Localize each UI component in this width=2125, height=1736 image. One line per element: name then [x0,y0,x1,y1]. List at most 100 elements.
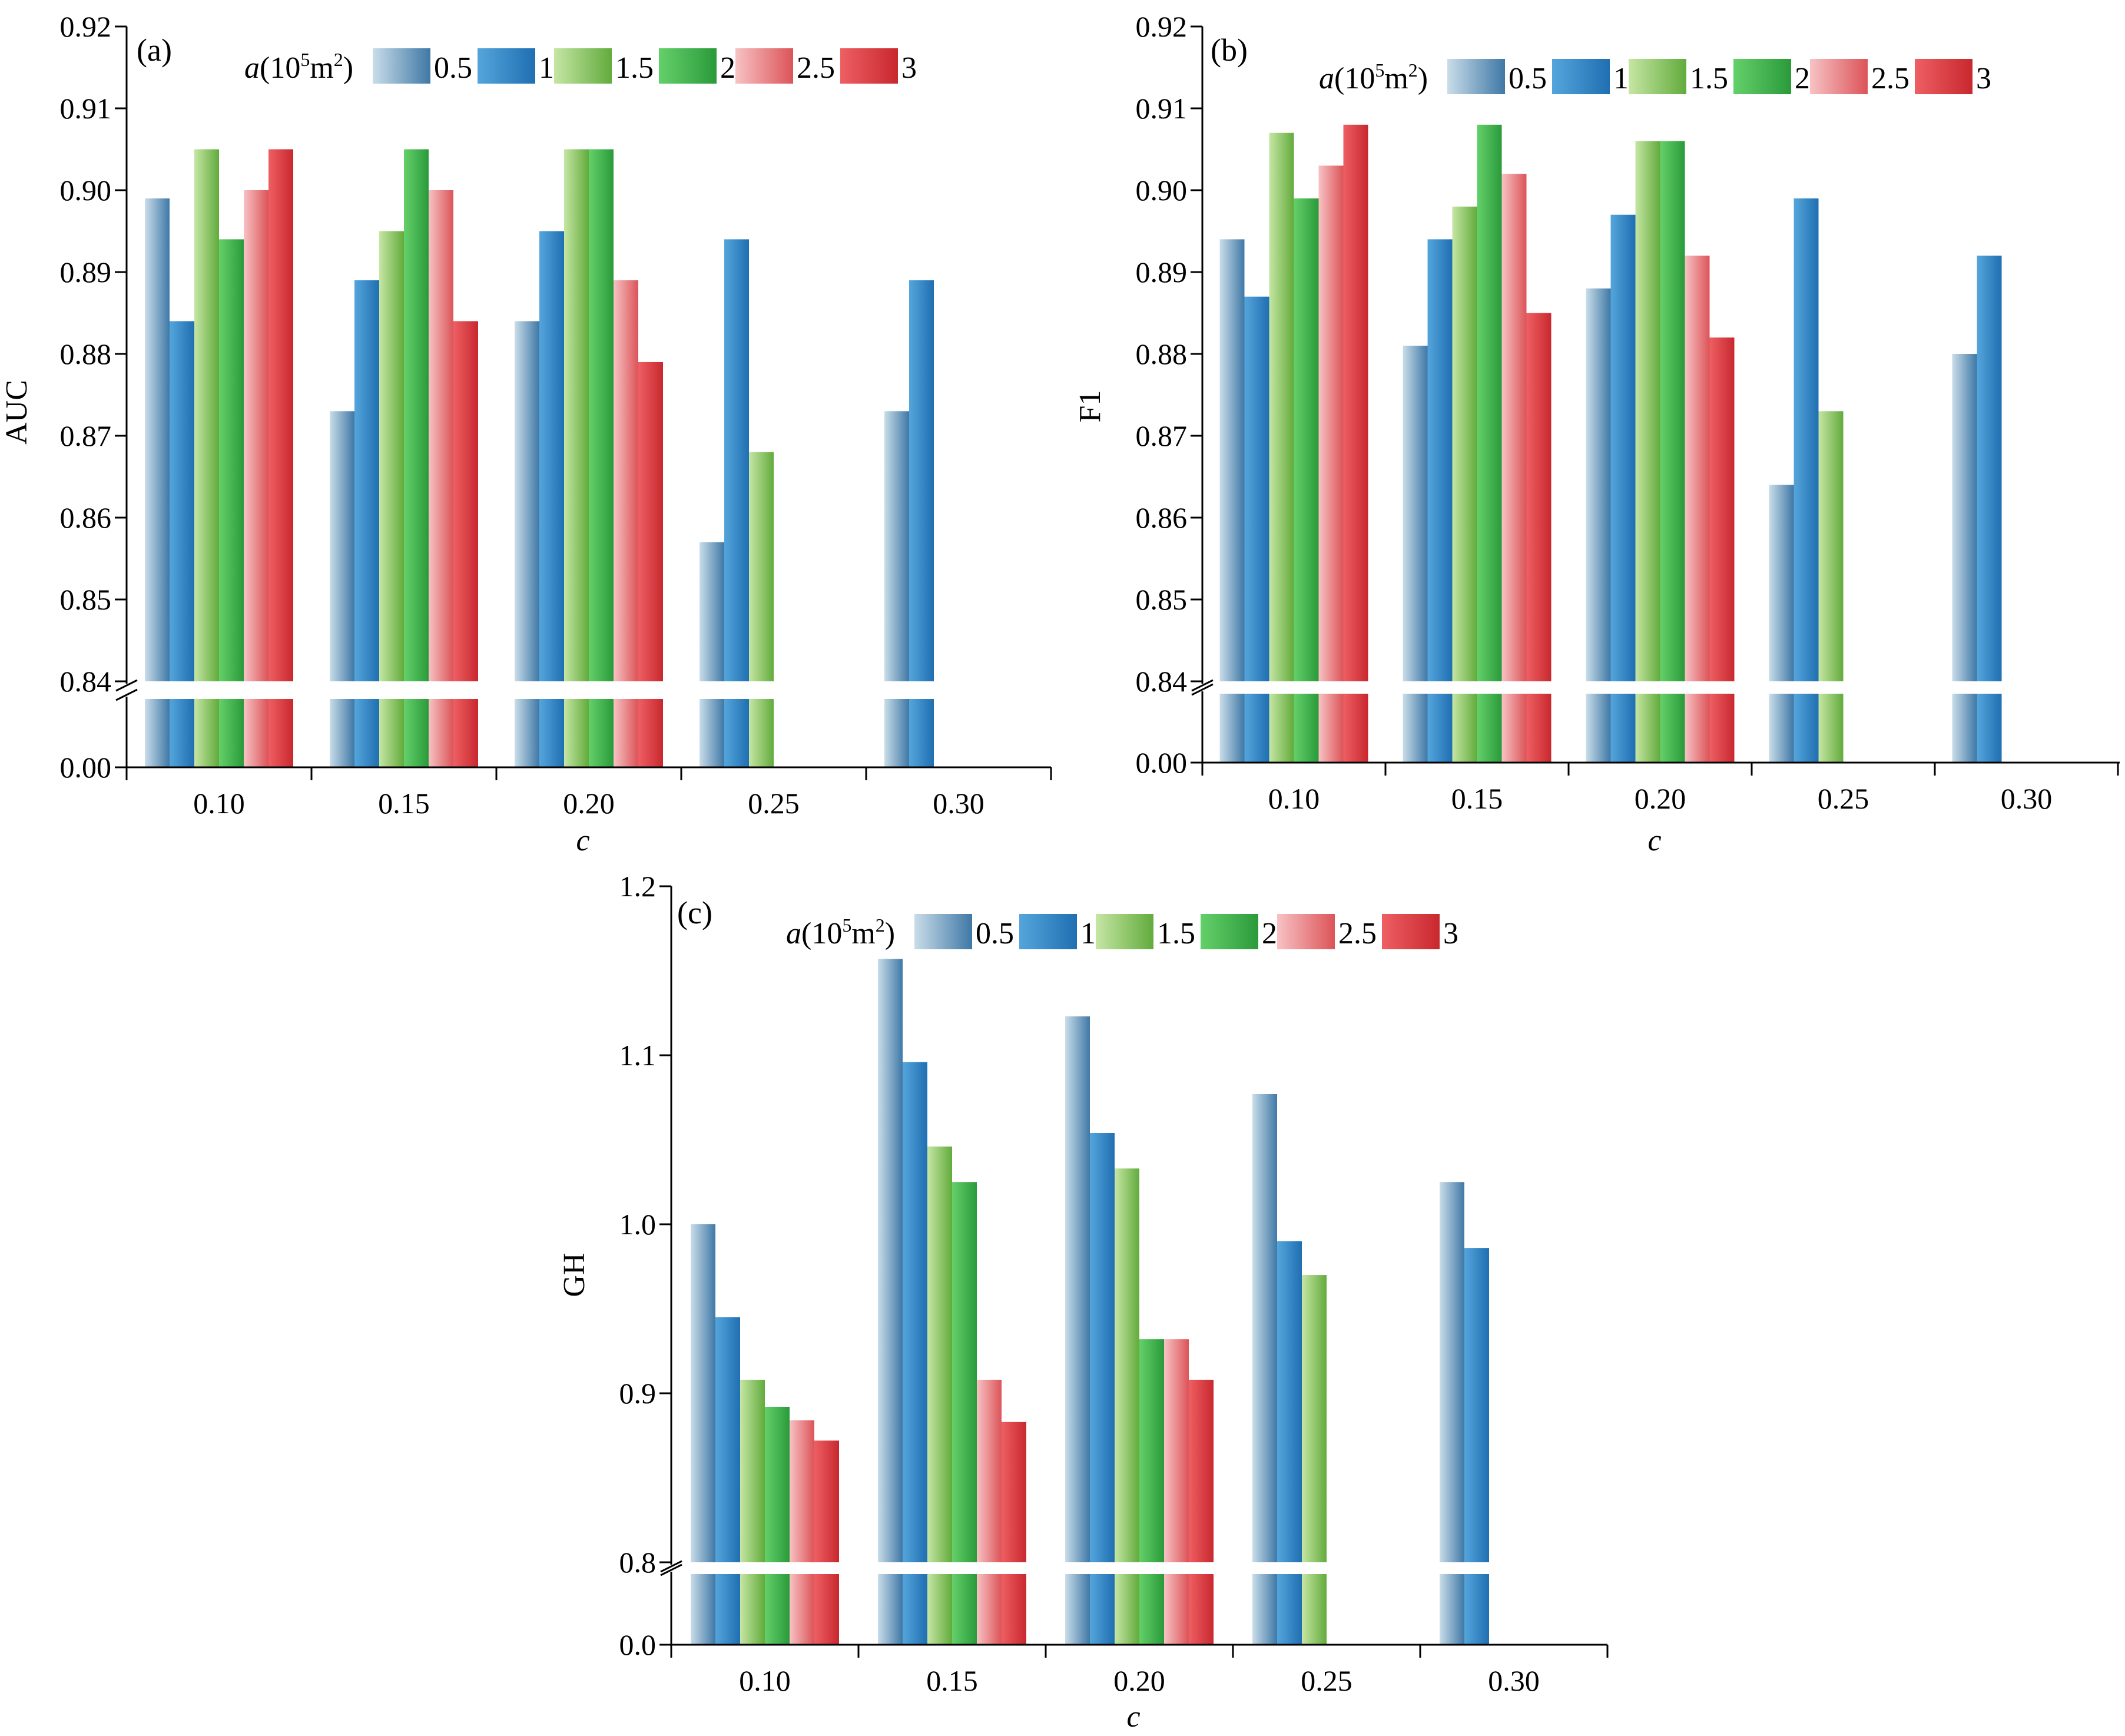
bar-lower-b-0.25-a1.5 [1818,694,1844,763]
y-tick-label: 0.84 [1136,665,1188,698]
y-tick-label: 0.0 [619,1628,657,1661]
legend-title: a(105m2) [1319,59,1428,95]
y-tick-label: 0.86 [60,501,112,534]
bar-a-0.15-a1.5 [379,231,404,681]
axis-break-mark [1191,679,1214,692]
bar-lower-a-0.20-a1.5 [564,699,589,767]
bar-lower-c-0.20-a1.5 [1115,1574,1139,1645]
bar-lower-a-0.10-a1 [170,699,194,767]
legend-label: 2.5 [797,51,835,85]
y-tick-label: 0.00 [1136,746,1188,779]
y-tick-label: 0.87 [60,419,112,452]
bar-b-0.15-a1 [1427,239,1453,681]
bar-lower-a-0.30-a0.5 [884,699,909,767]
bar-b-0.10-a2 [1294,198,1319,681]
y-axis-title: GH [558,1253,591,1297]
bar-c-0.25-a1 [1277,1241,1302,1562]
bar-a-0.15-a0.5 [330,411,354,681]
bar-b-0.10-a1 [1244,296,1269,681]
bar-b-0.15-a0.5 [1403,346,1428,681]
bar-lower-c-0.10-a2 [765,1574,790,1645]
legend-label: 0.5 [434,51,472,85]
x-tick-label: 0.10 [739,1664,791,1697]
bar-a-0.20-a1.5 [564,149,589,681]
bar-c-0.20-a2 [1139,1339,1164,1562]
x-tick-label: 0.15 [1451,782,1503,815]
bar-lower-b-0.20-a1 [1610,694,1636,763]
x-tick-label: 0.30 [2001,782,2053,815]
bar-c-0.15-a0.5 [878,959,903,1562]
bar-c-0.15-a1 [903,1062,927,1562]
bar-a-0.30-a1 [909,280,934,681]
bar-lower-b-0.10-a3 [1343,694,1368,763]
x-tick-label: 0.20 [563,787,615,820]
bar-lower-a-0.25-a0.5 [700,699,724,767]
bar-lower-b-0.15-a0.5 [1403,694,1428,763]
bar-a-0.10-a0.5 [145,198,170,681]
bar-lower-b-0.15-a2.5 [1501,694,1527,763]
legend-label: 1 [539,51,554,85]
bar-lower-a-0.10-a2 [219,699,244,767]
bar-c-0.15-a2.5 [977,1380,1002,1562]
y-tick-label: 0.85 [60,583,112,616]
y-tick-label: 1.0 [619,1208,657,1241]
bar-a-0.10-a1.5 [194,149,219,681]
legend-label: 0.5 [1509,62,1547,95]
axis-break-mark [660,1560,682,1573]
legend-swatch-a0.5 [373,48,430,84]
bar-c-0.10-a3 [814,1440,839,1562]
bar-a-0.15-a2 [404,149,429,681]
bar-lower-c-0.30-a0.5 [1440,1574,1464,1645]
bar-lower-c-0.20-a2.5 [1164,1574,1189,1645]
y-tick-label: 0.91 [1136,92,1188,125]
bar-lower-a-0.20-a2 [589,699,614,767]
bar-lower-c-0.15-a3 [1002,1574,1026,1645]
panel-label: (c) [677,895,712,930]
legend-label: 1.5 [1690,62,1728,95]
bar-b-0.10-a0.5 [1219,239,1245,681]
legend-label: 2 [1795,62,1810,95]
bar-b-0.30-a0.5 [1952,354,1977,681]
legend: a(105m2) 0.5 1 1.5 2 2.5 3 [244,48,917,85]
legend-swatch-a1.5 [1629,59,1686,94]
y-tick-label: 0.84 [60,665,112,698]
bar-lower-b-0.30-a0.5 [1952,694,1977,763]
bar-a-0.15-a3 [453,321,478,681]
bar-b-0.10-a2.5 [1318,165,1344,681]
bar-lower-b-0.10-a1.5 [1269,694,1294,763]
bar-b-0.20-a3 [1709,337,1735,681]
bar-lower-b-0.15-a1.5 [1452,694,1477,763]
legend-swatch-a3 [840,48,898,84]
x-tick-label: 0.15 [926,1664,978,1697]
legend-label: 3 [1976,62,1991,95]
legend-swatch-a3 [1382,914,1440,949]
x-axis-title: c [1126,1700,1140,1734]
axis-break-mark [660,1563,682,1576]
bar-lower-a-0.20-a0.5 [515,699,539,767]
legend-label: 1 [1613,62,1629,95]
legend-swatch-a0.5 [914,914,972,949]
bar-lower-a-0.15-a1.5 [379,699,404,767]
bar-a-0.25-a1 [724,239,749,681]
bar-lower-a-0.20-a1 [539,699,564,767]
legend-label: 2 [720,51,735,85]
x-tick-label: 0.25 [1818,782,1869,815]
bar-a-0.15-a1 [354,280,379,681]
bar-c-0.10-a0.5 [691,1224,715,1562]
bar-a-0.20-a2.5 [614,280,638,681]
y-axis-title: F1 [1073,390,1107,423]
bar-c-0.30-a0.5 [1440,1182,1464,1562]
legend: a(105m2) 0.5 1 1.5 2 2.5 3 [786,914,1458,950]
bar-lower-a-0.15-a2 [404,699,429,767]
axis-break-mark [115,688,138,701]
bar-b-0.25-a1.5 [1818,411,1844,681]
bar-lower-c-0.15-a0.5 [878,1574,903,1645]
bar-b-0.25-a0.5 [1769,485,1794,681]
bar-c-0.25-a1.5 [1302,1275,1327,1562]
legend-label: 2.5 [1871,62,1909,95]
bar-lower-b-0.10-a2.5 [1318,694,1344,763]
bar-lower-c-0.15-a2.5 [977,1574,1002,1645]
y-tick-label: 0.88 [1136,337,1188,370]
bar-lower-b-0.10-a0.5 [1219,694,1245,763]
